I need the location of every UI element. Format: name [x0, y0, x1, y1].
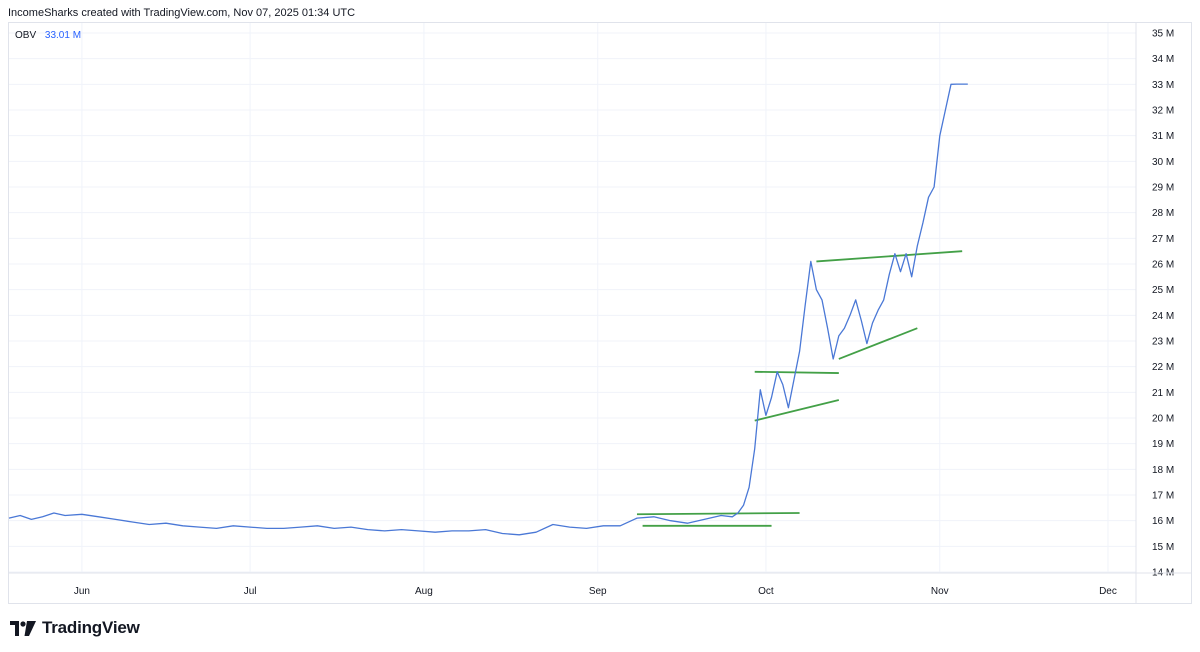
y-tick-label: 24 M [1152, 311, 1174, 322]
trendline [754, 399, 840, 422]
x-tick-label: Jul [244, 586, 257, 597]
y-tick-label: 19 M [1152, 439, 1174, 450]
y-tick-label: 31 M [1152, 131, 1174, 142]
y-tick-label: 30 M [1152, 157, 1174, 168]
y-tick-label: 21 M [1152, 388, 1174, 399]
trendline [838, 327, 918, 360]
y-tick-label: 29 M [1152, 183, 1174, 194]
series-layer [8, 83, 968, 536]
y-tick-label: 28 M [1152, 208, 1174, 219]
y-tick-label: 22 M [1152, 362, 1174, 373]
x-tick-label: Nov [931, 586, 949, 597]
x-tick-label: Sep [589, 586, 607, 597]
trendline [754, 370, 839, 374]
tradingview-logo-icon [10, 620, 36, 636]
x-axis: Jun Jul Aug Sep Oct Nov Dec [9, 572, 1192, 597]
y-tick-label: 15 M [1152, 542, 1174, 553]
y-tick-label: 35 M [1152, 29, 1174, 40]
trendline [636, 512, 800, 516]
y-tick-label: 33 M [1152, 80, 1174, 91]
grid-lines [9, 23, 1136, 573]
y-axis: 14 M15 M16 M17 M18 M19 M20 M21 M22 M23 M… [1135, 23, 1174, 603]
y-tick-label: 32 M [1152, 106, 1174, 117]
trendlines [636, 250, 963, 527]
y-tick-label: 20 M [1152, 414, 1174, 425]
y-tick-label: 34 M [1152, 54, 1174, 65]
y-tick-label: 27 M [1152, 234, 1174, 245]
y-tick-label: 23 M [1152, 337, 1174, 348]
indicator-legend[interactable]: OBV 33.01 M [15, 30, 81, 41]
chart-attribution-header: IncomeSharks created with TradingView.co… [8, 7, 356, 19]
x-tick-label: Jun [74, 586, 90, 597]
legend-indicator-value: 33.01 M [44, 30, 82, 41]
trendline [816, 250, 963, 263]
y-tick-label: 26 M [1152, 260, 1174, 271]
x-tick-label: Oct [758, 586, 774, 597]
x-tick-label: Dec [1099, 586, 1117, 597]
y-tick-label: 25 M [1152, 285, 1174, 296]
y-tick-label: 16 M [1152, 516, 1174, 527]
y-tick-label: 18 M [1152, 465, 1174, 476]
legend-indicator-name: OBV [15, 30, 37, 41]
chart-frame[interactable] [8, 22, 1192, 604]
y-tick-label: 17 M [1152, 491, 1174, 502]
x-tick-label: Aug [415, 586, 433, 597]
obv-series-line [8, 83, 968, 536]
tradingview-logo[interactable]: TradingView [10, 618, 140, 638]
tradingview-wordmark: TradingView [42, 618, 140, 637]
